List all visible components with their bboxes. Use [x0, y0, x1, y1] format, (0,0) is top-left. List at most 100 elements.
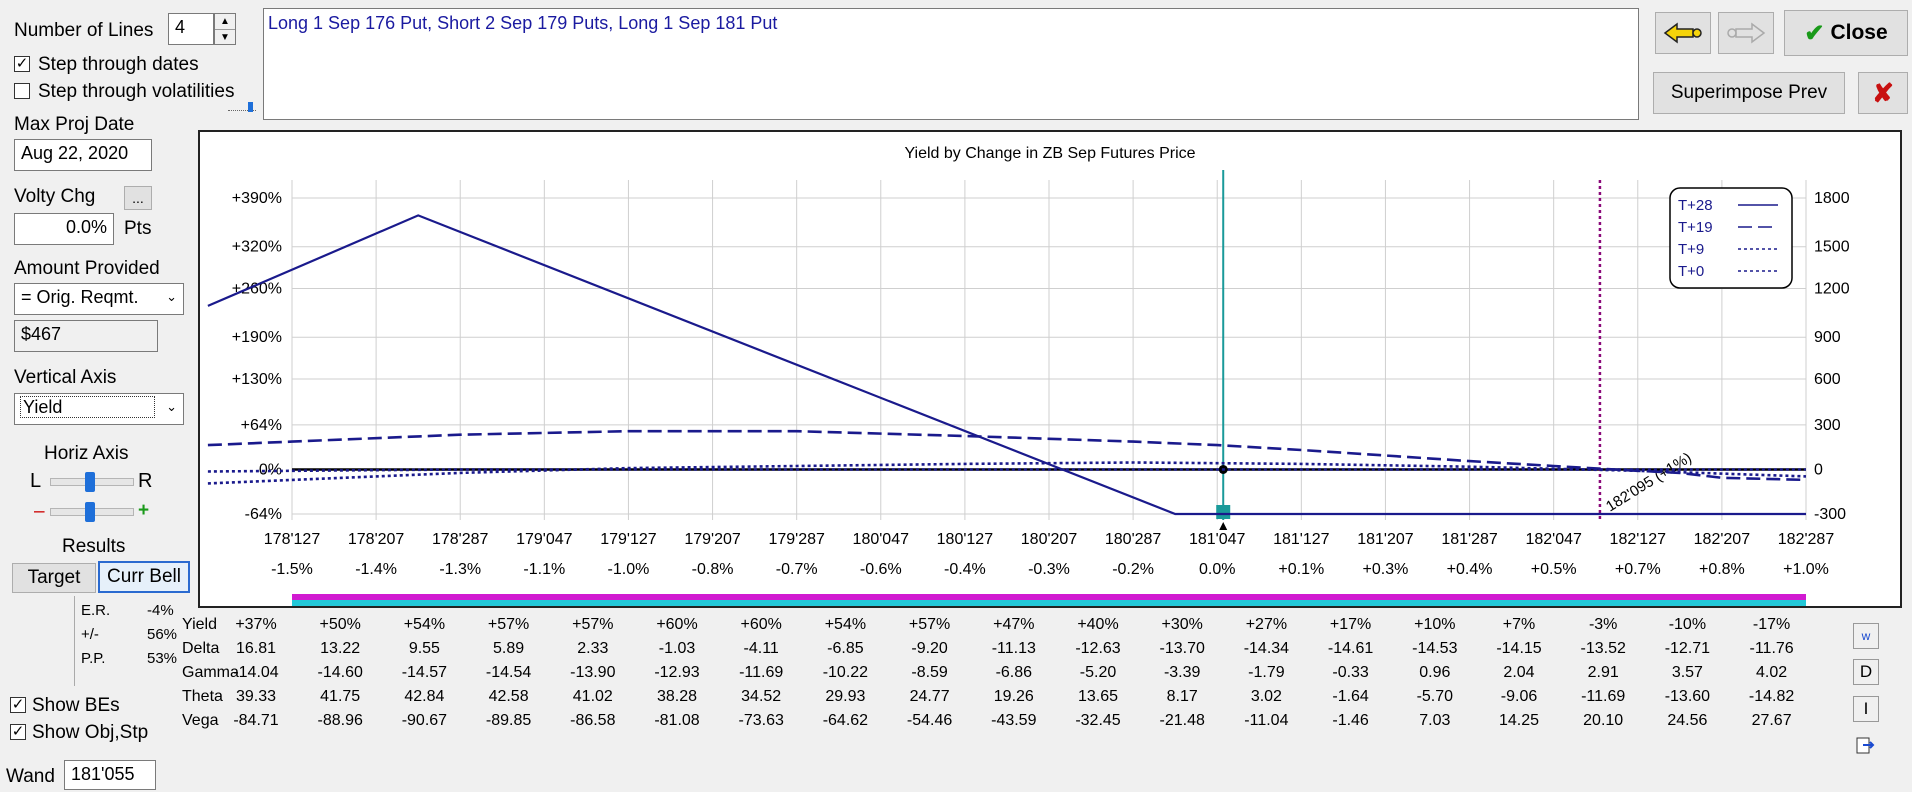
greek-cell: -90.67	[401, 712, 448, 729]
greek-cell: -17%	[1752, 616, 1791, 633]
d-icon[interactable]: D	[1853, 659, 1879, 685]
series-line-tplus19	[207, 429, 1807, 482]
x-pct-tick-label: -0.2%	[1112, 561, 1154, 578]
y-right-tick-label: 1800	[1814, 190, 1850, 207]
spin-up-icon[interactable]: ▲	[215, 14, 235, 30]
step-vols-checkbox[interactable]	[14, 83, 30, 99]
x-tick-label: 178'127	[264, 531, 321, 548]
y-right-tick-label: 600	[1814, 371, 1841, 388]
greek-row-label: Theta	[182, 688, 223, 705]
greek-cell: 24.56	[1667, 712, 1708, 729]
greek-row-label: Yield	[182, 616, 217, 633]
x-tick-label: 181'207	[1357, 531, 1414, 548]
series-line-tplus9	[207, 461, 1807, 485]
current-price-arrow	[1219, 522, 1228, 530]
zoom-slider-thumb[interactable]	[85, 502, 95, 522]
greek-cell: -12.71	[1664, 640, 1711, 657]
greek-cell: 2.33	[577, 640, 609, 657]
back-button[interactable]	[1655, 12, 1711, 54]
greek-cell: -73.63	[738, 712, 784, 729]
chevron-down-icon: ⌄	[166, 399, 177, 414]
greek-cell: 13.65	[1077, 688, 1119, 705]
show-obj-checkbox[interactable]: ✓	[10, 723, 26, 740]
zoom-plus-icon[interactable]: +	[138, 500, 150, 521]
y-right-tick-label: 1200	[1814, 280, 1850, 297]
volty-chg-label: Volty Chg	[14, 186, 96, 207]
wand-input[interactable]: 181'055	[64, 760, 156, 790]
volty-chg-input[interactable]: 0.0%	[14, 213, 114, 245]
greek-cell: -10%	[1668, 616, 1707, 633]
greek-cell: -88.96	[317, 712, 363, 729]
x-tick-label: 179'287	[768, 531, 825, 548]
series-line-tplus0	[207, 468, 1806, 473]
greek-cell: -9.20	[911, 640, 948, 657]
zoom-minus-icon[interactable]: –	[34, 501, 45, 522]
vertical-axis-select[interactable]: Yield ⌄	[14, 393, 184, 425]
bottom-color-bar	[292, 600, 1806, 606]
y-left-tick-label: +130%	[232, 371, 282, 388]
greek-cell: -14.04	[233, 664, 279, 681]
pp-label: P.P.	[81, 650, 106, 667]
greek-cell: 38.28	[656, 688, 698, 705]
tab-curr-bell[interactable]: Curr Bell	[98, 561, 190, 593]
greek-cell: -8.59	[911, 664, 948, 681]
greek-cell: +17%	[1329, 616, 1372, 633]
greek-cell: +54%	[824, 616, 867, 633]
export-icon[interactable]	[1855, 734, 1877, 756]
x-pct-tick-label: +0.7%	[1615, 561, 1661, 578]
chart-frame: Yield by Change in ZB Sep Futures Price 1…	[198, 130, 1902, 608]
y-right-tick-label: 900	[1814, 329, 1841, 346]
horiz-axis-slider-thumb[interactable]	[85, 472, 95, 492]
volty-chg-button[interactable]: ...	[124, 186, 152, 210]
max-proj-date-label: Max Proj Date	[14, 114, 135, 135]
x-tick-label: 182'207	[1694, 531, 1751, 548]
amount-provided-select[interactable]: = Orig. Reqmt. ⌄	[14, 283, 184, 315]
number-of-lines-input[interactable]: 4	[168, 13, 214, 45]
y-right-tick-label: 300	[1814, 417, 1841, 434]
greek-cell: -14.57	[401, 664, 448, 681]
yellow-arrow-left-icon	[1663, 22, 1702, 44]
delete-button[interactable]: ✘	[1858, 72, 1908, 114]
forward-button[interactable]	[1718, 12, 1774, 54]
greek-cell: -14.60	[317, 664, 363, 681]
greek-row-label: Vega	[182, 712, 219, 729]
greek-cell: 2.91	[1587, 664, 1619, 681]
greek-cell: 42.58	[488, 688, 529, 705]
superimpose-prev-button[interactable]: Superimpose Prev	[1653, 72, 1845, 114]
red-x-icon: ✘	[1872, 77, 1894, 108]
max-proj-date-input[interactable]: Aug 22, 2020	[14, 139, 152, 171]
x-tick-label: 178'287	[432, 531, 489, 548]
x-tick-label: 181'127	[1273, 531, 1330, 548]
greek-row-label: Gamma	[182, 664, 239, 681]
greek-cell: 4.02	[1756, 664, 1788, 681]
greek-cell: 42.84	[404, 688, 445, 705]
greek-cell: 0.96	[1419, 664, 1451, 681]
tab-target[interactable]: Target	[12, 563, 96, 593]
greek-cell: -14.53	[1412, 640, 1458, 657]
greek-cell: 3.57	[1671, 664, 1703, 681]
i-icon[interactable]: I	[1853, 696, 1879, 722]
w-icon[interactable]: w	[1853, 623, 1879, 649]
greek-cell: -14.34	[1243, 640, 1290, 657]
close-button[interactable]: ✔ Close	[1784, 10, 1908, 56]
show-bes-checkbox[interactable]: ✓	[10, 696, 26, 713]
greek-cell: -3.39	[1163, 664, 1201, 681]
spin-down-icon[interactable]: ▼	[220, 32, 230, 43]
greek-cell: 27.67	[1751, 712, 1792, 729]
greek-cell: 5.89	[493, 640, 525, 657]
number-of-lines-spinner[interactable]: ▲ ▼	[214, 13, 236, 45]
step-dates-checkbox[interactable]: ✓	[14, 55, 30, 72]
close-button-label: Close	[1830, 21, 1888, 44]
yield-chart[interactable]: Yield by Change in ZB Sep Futures Price 1…	[200, 132, 1900, 606]
x-pct-tick-label: +1.0%	[1783, 561, 1829, 578]
position-description[interactable]: Long 1 Sep 176 Put, Short 2 Sep 179 Puts…	[263, 8, 1639, 120]
greek-cell: 41.75	[320, 688, 361, 705]
volty-chg-unit: Pts	[124, 218, 152, 239]
greek-cell: -6.85	[827, 640, 864, 657]
pm-label: +/-	[81, 626, 99, 643]
small-slider[interactable]	[228, 102, 256, 112]
vertical-axis-select-value: Yield	[19, 396, 156, 418]
greek-cell: -11.69	[739, 664, 784, 681]
chart-legend: T+28 T+19 T+9 T+0	[1669, 187, 1793, 289]
small-slider-thumb[interactable]	[248, 102, 253, 112]
